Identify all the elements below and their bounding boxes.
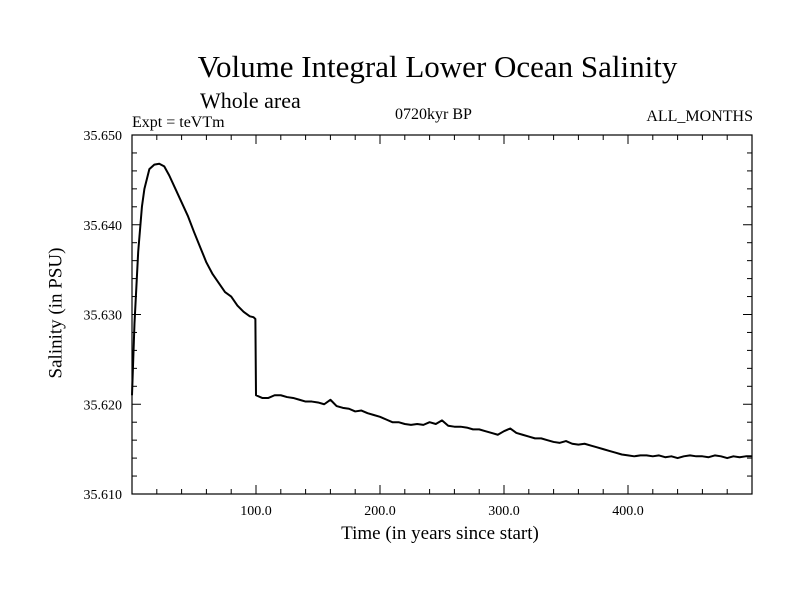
period-annotation: 0720kyr BP xyxy=(395,106,472,123)
axis-ticks xyxy=(132,135,752,494)
experiment-annotation: Expt = teVTm xyxy=(132,114,225,131)
axis-tick-labels: 100.0 200.0 300.0 400.0 35.610 35.620 35.630 35… xyxy=(84,129,644,519)
y-tick-label: 35.640 xyxy=(84,219,123,234)
months-annotation: ALL_MONTHS xyxy=(646,108,753,125)
chart-subtitle: Whole area xyxy=(200,88,301,113)
y-tick-label: 35.610 xyxy=(84,488,123,503)
y-tick-label: 35.650 xyxy=(84,129,123,144)
x-tick-label: 400.0 xyxy=(612,504,644,519)
y-tick-label: 35.630 xyxy=(84,309,123,324)
x-tick-label: 200.0 xyxy=(364,504,396,519)
x-tick-label: 300.0 xyxy=(488,504,520,519)
y-tick-label: 35.620 xyxy=(84,398,123,413)
chart-title: Volume Integral Lower Ocean Salinity xyxy=(197,49,678,84)
plot-frame xyxy=(131,134,753,495)
x-axis-label: Time (in years since start) xyxy=(341,523,539,544)
x-tick-label: 100.0 xyxy=(240,504,272,519)
series-line xyxy=(131,162,752,460)
